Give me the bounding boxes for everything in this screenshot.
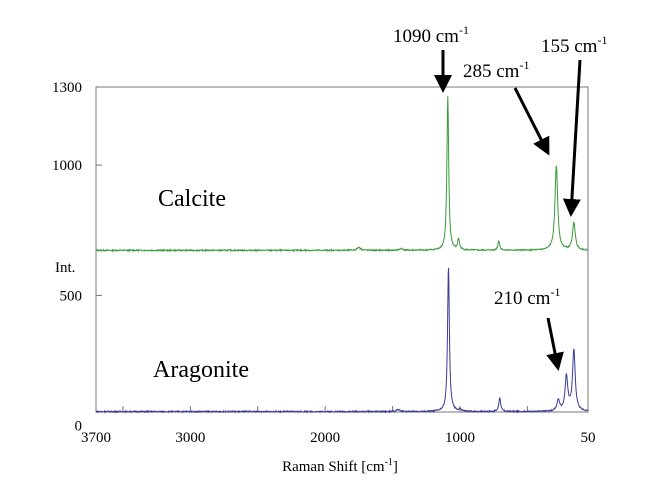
series-label-calcite: Calcite	[158, 186, 226, 212]
spectrum-aragonite	[95, 267, 588, 414]
x-tick-label: 2000	[310, 430, 340, 446]
annotation-155: 155 cm-1	[541, 33, 607, 57]
arrow-155	[562, 59, 582, 217]
x-tick-label: 3000	[175, 430, 205, 446]
annotation-285: 285 cm-1	[463, 58, 529, 82]
x-tick-label: 1000	[445, 430, 475, 446]
y-axis-label: Int.	[55, 260, 75, 276]
y-tick-label: 500	[60, 288, 83, 304]
spectrum-calcite	[95, 96, 588, 253]
x-axis-label: Raman Shift [cm-1]	[282, 457, 398, 475]
annotation-1090: 1090 cm-1	[393, 23, 469, 47]
arrow-210	[546, 317, 564, 371]
x-tick-label: 50	[581, 430, 596, 446]
y-tick-label: 1300	[52, 80, 82, 96]
y-tick-label: 0	[75, 419, 83, 435]
y-tick-label: 1000	[52, 158, 82, 174]
series-label-aragonite: Aragonite	[153, 357, 249, 383]
x-tick-label: 3700	[81, 430, 111, 446]
annotation-210: 210 cm-1	[494, 285, 560, 309]
arrow-285	[513, 87, 550, 156]
